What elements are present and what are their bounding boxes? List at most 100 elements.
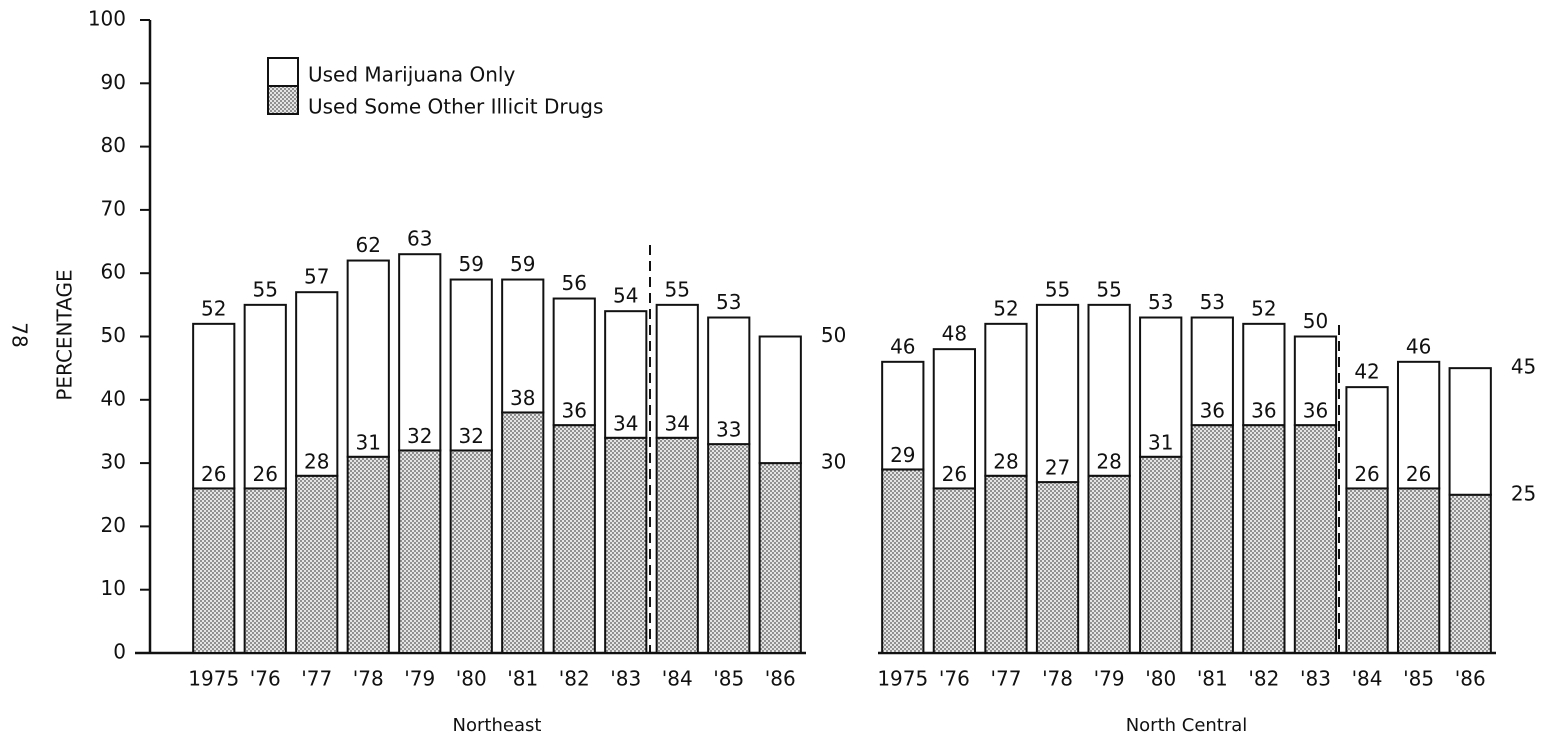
total-label: 56: [562, 271, 587, 295]
x-tick-label: '78: [1042, 667, 1073, 691]
bar-segment: [604, 436, 648, 654]
y-tick-label: 30: [101, 450, 126, 474]
bar-segment: [1345, 487, 1389, 655]
data-label: 36: [1200, 399, 1225, 423]
data-label: 26: [1406, 462, 1431, 486]
total-label: 63: [407, 227, 432, 251]
y-axis-label: PERCENTAGE: [53, 269, 77, 400]
bar-segment: [398, 253, 442, 452]
bar-segment: [346, 455, 390, 654]
y-tick-label: 0: [113, 640, 126, 664]
x-tick-label: '84: [662, 667, 693, 691]
bar-segment: [243, 303, 287, 490]
y-tick-label: 20: [101, 513, 126, 537]
data-label: 32: [407, 424, 432, 448]
bar-segment: [192, 487, 236, 655]
x-tick-label: '80: [456, 667, 487, 691]
x-tick-label: '76: [939, 667, 970, 691]
bar-segment: [984, 474, 1028, 655]
bar-segment: [707, 316, 751, 446]
data-label: 36: [562, 399, 587, 423]
bar-segment: [881, 360, 925, 471]
y-tick-label: 60: [101, 260, 126, 284]
total-label: 55: [1045, 277, 1070, 301]
data-label: 26: [253, 462, 278, 486]
data-label: 25: [1511, 481, 1536, 505]
total-label: 48: [942, 322, 967, 346]
total-label: 55: [1096, 277, 1121, 301]
bar-segment: [243, 487, 287, 655]
data-label: 26: [201, 462, 226, 486]
bar-segment: [707, 443, 751, 654]
data-label: 27: [1045, 456, 1070, 480]
bar-segment: [552, 297, 596, 427]
total-label: 53: [1148, 290, 1173, 314]
bar-segment: [1139, 455, 1183, 654]
x-tick-label: '84: [1352, 667, 1383, 691]
x-tick-label: '83: [610, 667, 641, 691]
x-tick-label: '78: [353, 667, 384, 691]
data-label: 31: [1148, 430, 1173, 454]
data-label: 31: [356, 430, 381, 454]
bar-segment: [1087, 303, 1131, 477]
y-tick-label: 100: [88, 7, 126, 31]
bar-segment: [1242, 424, 1286, 654]
bar-segment: [1396, 360, 1441, 490]
bar-segment: [1396, 487, 1441, 655]
total-label: 52: [993, 296, 1018, 320]
bar-segment: [932, 348, 977, 490]
x-tick-label: 1975: [188, 667, 239, 691]
bar-segment: [1035, 303, 1080, 484]
data-label: 33: [716, 418, 741, 442]
bar-segment: [192, 322, 236, 490]
total-label: 55: [253, 277, 278, 301]
x-tick-label: '82: [1248, 667, 1279, 691]
y-tick-label: 70: [101, 196, 126, 220]
data-label: 36: [1251, 399, 1276, 423]
bar-segment: [1190, 316, 1234, 427]
data-label: 28: [993, 449, 1018, 473]
x-tick-label: '82: [559, 667, 590, 691]
bar-segment: [1345, 386, 1389, 490]
bar-segment: [604, 310, 648, 439]
bar-segment: [398, 449, 442, 654]
total-label: 55: [665, 277, 690, 301]
data-label: 32: [459, 424, 484, 448]
total-label: 54: [613, 284, 638, 308]
total-label: 46: [1406, 334, 1431, 358]
data-label: 28: [1096, 449, 1121, 473]
x-axis-label: North Central: [1126, 715, 1248, 736]
total-label: 50: [821, 323, 846, 347]
total-label: 53: [1200, 290, 1225, 314]
x-tick-label: '85: [713, 667, 744, 691]
bar-segment: [655, 303, 699, 439]
data-label: 34: [613, 411, 638, 435]
bar-segment: [295, 291, 339, 477]
x-tick-label: '85: [1403, 667, 1434, 691]
total-label: 46: [890, 334, 915, 358]
x-tick-label: '81: [507, 667, 538, 691]
data-label: 26: [1354, 462, 1379, 486]
x-tick-label: '81: [1197, 667, 1228, 691]
data-label: 38: [510, 386, 535, 410]
bar-segment: [932, 487, 977, 655]
total-label: 50: [1303, 309, 1328, 333]
page-number: 78: [8, 322, 32, 347]
bar-segment: [758, 462, 802, 654]
total-label: 59: [510, 252, 535, 276]
legend-label: Used Some Other Illicit Drugs: [308, 95, 603, 119]
y-tick-label: 90: [101, 70, 126, 94]
bar-segment: [346, 259, 390, 458]
total-label: 52: [201, 296, 226, 320]
bar-segment: [1448, 493, 1492, 654]
bar-segment: [1035, 481, 1080, 654]
bar-segment: [1139, 316, 1183, 458]
total-label: 53: [716, 290, 741, 314]
y-tick-label: 10: [101, 576, 126, 600]
bar-segment: [758, 335, 802, 465]
x-tick-label: '86: [765, 667, 796, 691]
bar-segment: [501, 278, 545, 414]
data-label: 28: [304, 449, 329, 473]
bar-segment: [1293, 335, 1338, 427]
